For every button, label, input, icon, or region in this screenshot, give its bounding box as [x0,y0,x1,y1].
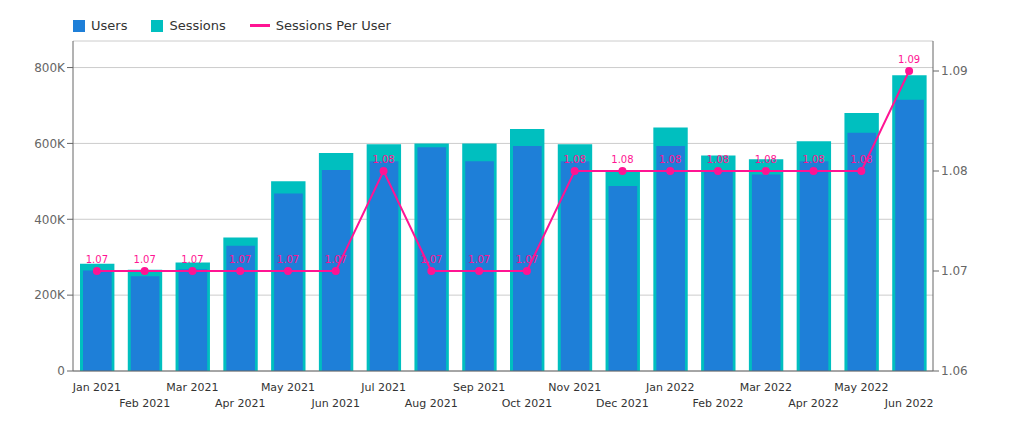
svg-text:1.07: 1.07 [325,254,347,265]
svg-text:1.08: 1.08 [941,164,968,178]
svg-text:1.07: 1.07 [134,254,156,265]
svg-text:Feb 2022: Feb 2022 [693,397,744,410]
svg-text:1.08: 1.08 [372,154,394,165]
svg-text:1.07: 1.07 [420,254,442,265]
svg-text:1.07: 1.07 [941,264,968,278]
svg-text:Sep 2021: Sep 2021 [453,381,505,394]
svg-text:Jan 2021: Jan 2021 [72,381,121,394]
svg-text:1.08: 1.08 [611,154,633,165]
svg-text:1.09: 1.09 [898,54,920,65]
svg-text:Apr 2021: Apr 2021 [215,397,266,410]
svg-text:1.08: 1.08 [707,154,729,165]
svg-text:1.07: 1.07 [181,254,203,265]
svg-text:Mar 2022: Mar 2022 [740,381,792,394]
svg-text:0: 0 [57,364,65,378]
svg-text:600K: 600K [34,137,66,151]
svg-text:Oct 2021: Oct 2021 [502,397,553,410]
svg-text:May 2021: May 2021 [261,381,315,394]
svg-text:Feb 2021: Feb 2021 [119,397,170,410]
svg-text:1.08: 1.08 [659,154,681,165]
svg-text:1.07: 1.07 [468,254,490,265]
svg-text:Jul 2021: Jul 2021 [360,381,406,394]
svg-text:1.07: 1.07 [229,254,251,265]
svg-text:Jun 2022: Jun 2022 [884,397,934,410]
svg-text:1.08: 1.08 [755,154,777,165]
html-text:Users: Users [91,18,128,33]
svg-text:1.07: 1.07 [86,254,108,265]
svg-text:Mar 2021: Mar 2021 [166,381,218,394]
svg-text:1.07: 1.07 [516,254,538,265]
svg-text:1.08: 1.08 [802,154,824,165]
svg-text:Apr 2022: Apr 2022 [788,397,839,410]
svg-text:800K: 800K [34,61,66,75]
svg-text:Dec 2021: Dec 2021 [596,397,649,410]
svg-text:1.06: 1.06 [941,364,968,378]
svg-text:Nov 2021: Nov 2021 [548,381,601,394]
svg-text:Aug 2021: Aug 2021 [405,397,458,410]
svg-text:1.08: 1.08 [564,154,586,165]
svg-text:1.08: 1.08 [850,154,872,165]
svg-text:May 2022: May 2022 [834,381,888,394]
svg-text:400K: 400K [34,213,66,227]
svg-text:200K: 200K [34,288,66,302]
svg-text:1.09: 1.09 [941,64,968,78]
svg-text:1.07: 1.07 [277,254,299,265]
html-text:Sessions Per User: Sessions Per User [275,18,391,33]
html-text:Sessions: Sessions [169,18,226,33]
svg-text:Jun 2021: Jun 2021 [310,397,360,410]
svg-text:Jan 2022: Jan 2022 [645,381,694,394]
